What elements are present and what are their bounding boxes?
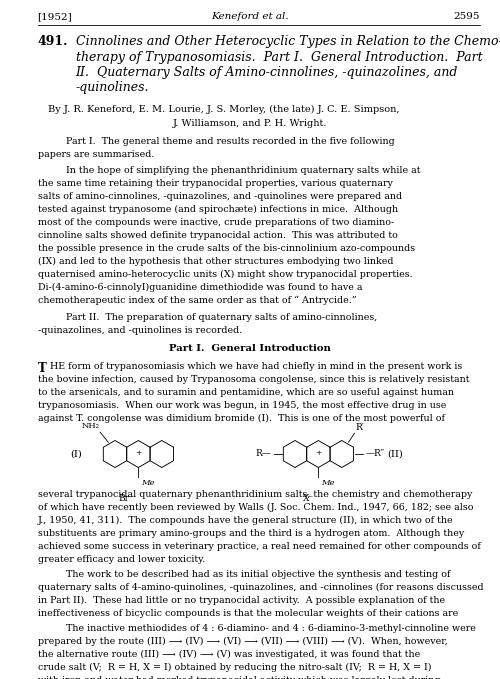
- Text: Cinnolines and Other Heterocyclic Types in Relation to the Chemo-: Cinnolines and Other Heterocyclic Types …: [76, 35, 500, 48]
- Text: The work to be described had as its initial objective the synthesis and testing : The work to be described had as its init…: [66, 570, 450, 579]
- Text: in Part II).  These had little or no trypanocidal activity.  A possible explanat: in Part II). These had little or no tryp…: [38, 596, 444, 605]
- Text: substituents are primary amino-groups and the third is a hydrogen atom.  Althoug: substituents are primary amino-groups an…: [38, 529, 464, 538]
- Text: with iron and water had marked trypanocidal activity which was largely lost duri: with iron and water had marked trypanoci…: [38, 676, 440, 679]
- Text: the bovine infection, caused by Trypanosoma congolense, since this is relatively: the bovine infection, caused by Trypanos…: [38, 375, 469, 384]
- Text: crude salt (V;  R = H, X = I) obtained by reducing the nitro-salt (IV;  R = H, X: crude salt (V; R = H, X = I) obtained by…: [38, 663, 431, 672]
- Text: Part I.  The general theme and results recorded in the five following: Part I. The general theme and results re…: [66, 138, 394, 147]
- Text: (IX) and led to the hypothesis that other structures embodying two linked: (IX) and led to the hypothesis that othe…: [38, 257, 393, 266]
- Text: NH₂: NH₂: [81, 422, 99, 430]
- Text: [1952]: [1952]: [38, 12, 72, 21]
- Text: —R″: —R″: [366, 449, 384, 458]
- Text: quaternised amino-heterocyclic units (X) might show trypanocidal properties.: quaternised amino-heterocyclic units (X)…: [38, 270, 412, 279]
- Text: Part II.  The preparation of quaternary salts of amino-cinnolines,: Part II. The preparation of quaternary s…: [66, 313, 377, 322]
- Text: ineffectiveness of bicyclic compounds is that the molecular weights of their cat: ineffectiveness of bicyclic compounds is…: [38, 609, 458, 618]
- Text: (II): (II): [388, 449, 403, 458]
- Text: By J. R. Keneford, E. M. Lourie, J. S. Morley, (the late) J. C. E. Simpson,: By J. R. Keneford, E. M. Lourie, J. S. M…: [48, 105, 399, 114]
- Text: +: +: [315, 449, 322, 457]
- Text: against T. congolense was dimidium bromide (I).  This is one of the most powerfu: against T. congolense was dimidium bromi…: [38, 414, 444, 423]
- Text: of which have recently been reviewed by Walls (J. Soc. Chem. Ind., 1947, 66, 182: of which have recently been reviewed by …: [38, 503, 473, 512]
- Text: to the arsenicals, and to suramin and pentamidine, which are so useful against h: to the arsenicals, and to suramin and pe…: [38, 388, 454, 397]
- Text: R′: R′: [356, 423, 364, 433]
- Text: papers are summarised.: papers are summarised.: [38, 151, 154, 160]
- Text: quaternary salts of 4-amino-quinolines, -quinazolines, and -cinnolines (for reas: quaternary salts of 4-amino-quinolines, …: [38, 583, 483, 592]
- Text: cinnoline salts showed definite trypanocidal action.  This was attributed to: cinnoline salts showed definite trypanoc…: [38, 231, 398, 240]
- Text: -quinazolines, and -quinolines is recorded.: -quinazolines, and -quinolines is record…: [38, 326, 242, 335]
- Text: Keneford et al.: Keneford et al.: [211, 12, 289, 21]
- Text: prepared by the route (III) ⟶ (IV) ⟶ (VI) ⟶ (VII) ⟶ (VIII) ⟶ (V).  When, however: prepared by the route (III) ⟶ (IV) ⟶ (VI…: [38, 637, 448, 646]
- Text: salts of amino-cinnolines, -quinazolines, and -quinolines were prepared and: salts of amino-cinnolines, -quinazolines…: [38, 192, 402, 201]
- Text: the alternative route (III) ⟶ (IV) ⟶ (V) was investigated, it was found that the: the alternative route (III) ⟶ (IV) ⟶ (V)…: [38, 650, 420, 659]
- Text: The inactive methiodides of 4 : 6-diamino- and 4 : 6-diamino-3-methyl-cinnoline : The inactive methiodides of 4 : 6-diamin…: [66, 624, 476, 633]
- Text: Part I.  General Introduction: Part I. General Introduction: [169, 344, 331, 353]
- Text: trypanosomiasis.  When our work was begun, in 1945, the most effective drug in u: trypanosomiasis. When our work was begun…: [38, 401, 446, 410]
- Text: T: T: [38, 362, 46, 375]
- Text: -quinolines.: -quinolines.: [76, 81, 149, 94]
- Text: Me: Me: [322, 479, 335, 488]
- Text: J., 1950, 41, 311).  The compounds have the general structure (II), in which two: J., 1950, 41, 311). The compounds have t…: [38, 516, 453, 525]
- Text: II.  Quaternary Salts of Amino-cinnolines, -quinazolines, and: II. Quaternary Salts of Amino-cinnolines…: [76, 66, 458, 79]
- Text: greater efficacy and lower toxicity.: greater efficacy and lower toxicity.: [38, 555, 205, 564]
- Text: +: +: [135, 449, 141, 457]
- Text: R—: R—: [256, 449, 272, 458]
- Text: tested against trypanosome (and spirochæte) infections in mice.  Although: tested against trypanosome (and spirochæ…: [38, 205, 398, 214]
- Text: HE form of trypanosomiasis which we have had chiefly in mind in the present work: HE form of trypanosomiasis which we have…: [50, 362, 462, 371]
- Text: Me: Me: [142, 479, 155, 488]
- Text: the same time retaining their trypanocidal properties, various quaternary: the same time retaining their trypanocid…: [38, 179, 393, 188]
- Text: X⁻: X⁻: [303, 494, 314, 504]
- Text: therapy of Trypanosomiasis.  Part I.  General Introduction.  Part: therapy of Trypanosomiasis. Part I. Gene…: [76, 50, 482, 64]
- Text: (I): (I): [70, 449, 83, 458]
- Text: In the hope of simplifying the phenanthridinium quaternary salts while at: In the hope of simplifying the phenanthr…: [66, 166, 420, 175]
- Text: several trypanocidal quaternary phenanthridinium salts, the chemistry and chemot: several trypanocidal quaternary phenanth…: [38, 490, 472, 499]
- Text: the possible presence in the crude salts of the bis-cinnolinium azo-compounds: the possible presence in the crude salts…: [38, 244, 414, 253]
- Text: Br⁻: Br⁻: [118, 494, 134, 504]
- Text: 491.: 491.: [38, 35, 68, 48]
- Text: Di-(4-amino-6-cinnolyI)guanidine dimethiodide was found to have a: Di-(4-amino-6-cinnolyI)guanidine dimethi…: [38, 283, 362, 292]
- Text: J. Williamson, and P. H. Wright.: J. Williamson, and P. H. Wright.: [173, 120, 327, 128]
- Text: 2595: 2595: [454, 12, 480, 21]
- Text: achieved some success in veterinary practice, a real need remained for other com: achieved some success in veterinary prac…: [38, 542, 480, 551]
- Text: chemotherapeutic index of the same order as that of “ Antrycide.”: chemotherapeutic index of the same order…: [38, 296, 356, 306]
- Text: most of the compounds were inactive, crude preparations of two diamino-: most of the compounds were inactive, cru…: [38, 218, 394, 227]
